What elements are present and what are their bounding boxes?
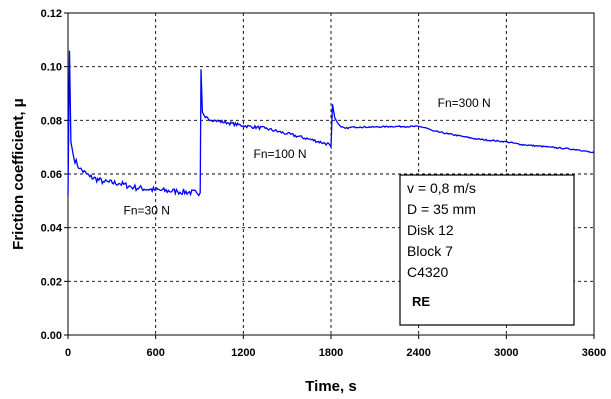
load-annotation: Fn=100 N bbox=[254, 147, 307, 161]
x-tick-label: 3600 bbox=[582, 347, 606, 359]
x-tick-label: 1800 bbox=[319, 347, 343, 359]
axis-ticks: 0 600 1200 1800 2400 3000 3600 0.00 0.02 0.04 0.06… bbox=[41, 8, 607, 359]
info-line: D = 35 mm bbox=[407, 201, 476, 217]
y-tick-label: 0.02 bbox=[41, 276, 62, 288]
info-line: Disk 12 bbox=[407, 222, 454, 238]
x-tick-label: 600 bbox=[146, 347, 164, 359]
y-tick-label: 0.08 bbox=[41, 115, 62, 127]
info-line: Block 7 bbox=[407, 243, 453, 259]
y-tick-label: 0.06 bbox=[41, 169, 62, 181]
y-axis-title: Friction coefficient, μ bbox=[10, 98, 27, 250]
x-axis-title: Time, s bbox=[305, 378, 356, 395]
x-tick-label: 0 bbox=[65, 347, 71, 359]
y-tick-label: 0.00 bbox=[41, 330, 62, 342]
info-box: v = 0,8 m/s D = 35 mm Disk 12 Block 7 C4… bbox=[399, 174, 575, 326]
y-tick-label: 0.12 bbox=[41, 8, 62, 20]
load-annotation: Fn=300 N bbox=[438, 96, 491, 110]
info-line: C4320 bbox=[407, 264, 448, 280]
info-box-frame bbox=[399, 174, 575, 326]
y-tick-label: 0.10 bbox=[41, 62, 62, 74]
y-tick-label: 0.04 bbox=[41, 223, 63, 235]
x-tick-label: 3000 bbox=[494, 347, 518, 359]
x-tick-label: 2400 bbox=[406, 347, 430, 359]
x-tick-label: 1200 bbox=[231, 347, 255, 359]
series-line bbox=[67, 50, 595, 197]
load-annotation: Fn=30 N bbox=[124, 203, 170, 217]
info-tag: RE bbox=[412, 294, 430, 309]
annotations: Fn=30 N Fn=100 N Fn=300 N bbox=[124, 96, 491, 217]
info-line: v = 0,8 m/s bbox=[407, 180, 476, 196]
